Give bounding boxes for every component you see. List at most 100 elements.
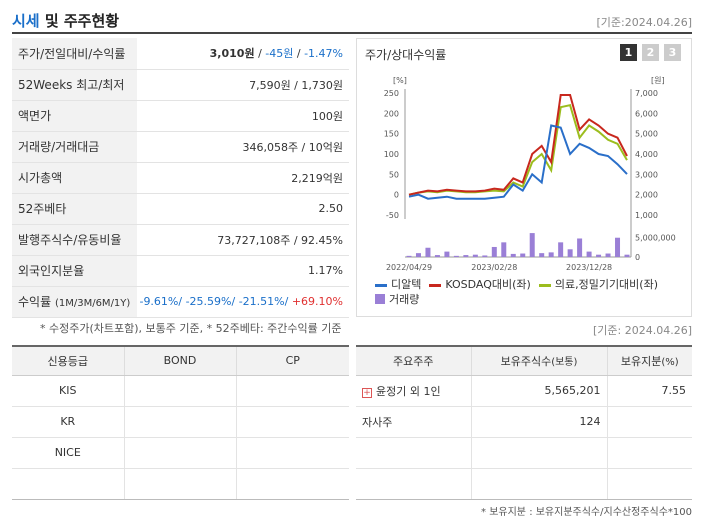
quote-row-52w: 52Weeks 최고/최저 7,590원 / 1,730원 <box>12 69 349 101</box>
volume-bar <box>586 251 592 257</box>
chart-panel: 주가/상대수익률 1 2 3 [%] [원] 250 200 150 100 50 0 -50 7… <box>356 38 692 317</box>
volume-bar <box>624 254 630 257</box>
left-tick-label: 50 <box>389 170 399 179</box>
volume-bar <box>529 233 535 257</box>
volume-bar <box>463 255 469 257</box>
return-3m: -25.59%/ <box>182 295 236 308</box>
chart-page-2-button[interactable]: 2 <box>642 44 659 61</box>
credit-rating-table: 신용등급 BOND CP KIS KR NICE <box>12 345 349 500</box>
table-row <box>12 468 349 500</box>
legend-item: 의료,정밀기기대비(좌) <box>538 277 658 292</box>
section-title: 시세 및 주주현황 <box>12 12 120 30</box>
legend-swatch <box>538 283 551 287</box>
left-tick-label: 200 <box>384 109 399 118</box>
volume-bar <box>510 253 516 257</box>
return-6m: -21.51%/ <box>235 295 289 308</box>
chart-pager: 1 2 3 <box>620 44 681 61</box>
quote-value: 2,219억원 <box>137 162 349 194</box>
quote-row-shares: 발행주식수/유동비율 73,727,108주 / 92.45% <box>12 224 349 256</box>
quote-label: 액면가 <box>12 100 137 132</box>
quote-label: 52주베타 <box>12 193 137 225</box>
right-tick-label: 6,000 <box>635 109 658 118</box>
col-header: CP <box>235 345 349 376</box>
volume-bar <box>453 255 459 257</box>
quote-label: 외국인지분율 <box>12 255 137 287</box>
right-tick-label: 7,000 <box>635 89 658 98</box>
quote-label: 시가총액 <box>12 162 137 194</box>
volume-bar <box>567 249 573 257</box>
volume-bar <box>539 253 545 257</box>
volume-bar <box>491 246 497 257</box>
legend-swatch <box>375 283 387 287</box>
quote-row-beta: 52주베타 2.50 <box>12 193 349 225</box>
left-tick-label: 100 <box>384 150 399 159</box>
holder-name: 자사주 <box>356 406 471 438</box>
chart-title: 주가/상대수익률 <box>365 48 447 62</box>
price-change: -45원 <box>265 47 294 61</box>
left-tick-label: -50 <box>386 211 399 220</box>
current-price: 3,010원 <box>209 47 255 61</box>
volume-bar <box>434 255 440 257</box>
volume-tick-label: 5,000,000 <box>635 234 676 243</box>
quote-value: 346,058주 / 10억원 <box>137 131 349 163</box>
chart-legend: 디알텍 KOSDAQ대비(좌) 의료,정밀기기대비(좌) 거래량 <box>375 277 685 307</box>
shareholder-footnote: * 보유지분 : 보유지분주식수/지수산정주식수*100 <box>481 507 692 518</box>
table-row: KR <box>12 406 349 438</box>
volume-bar <box>406 255 412 257</box>
right-tick-label: 4,000 <box>635 150 658 159</box>
x-tick-label: 2023/02/28 <box>471 263 517 272</box>
col-header: 보유주식수(보통) <box>470 345 607 376</box>
holder-name[interactable]: 윤정기 외 1인 <box>376 384 441 398</box>
chart-page-3-button[interactable]: 3 <box>664 44 681 61</box>
volume-tick-label: 0 <box>635 253 640 262</box>
expand-icon[interactable]: + <box>362 387 372 398</box>
legend-item: 디알텍 <box>375 277 421 292</box>
volume-bar <box>472 254 478 257</box>
price-chart: [%] [원] 250 200 150 100 50 0 -50 7,000 6,000 5,000 4… <box>384 76 676 272</box>
major-shareholders-table: 주요주주 보유주식수(보통) 보유지분(%) + 윤정기 외 1인 5,565,2… <box>356 345 692 500</box>
left-tick-label: 0 <box>394 191 399 200</box>
volume-bar <box>520 253 526 257</box>
chart-base-date: [기준: 2024.04.26] <box>592 324 692 337</box>
quote-value: 1.17% <box>137 255 349 287</box>
legend-item: 거래량 <box>375 292 419 307</box>
right-tick-label: 2,000 <box>635 191 658 200</box>
quote-value: 2.50 <box>137 193 349 225</box>
base-date: [기준:2024.04.26] <box>596 16 692 29</box>
volume-bar <box>605 253 611 257</box>
table-row: 자사주 124 <box>356 406 692 438</box>
volume-bar <box>415 253 421 257</box>
x-tick-label: 2022/04/29 <box>386 263 432 272</box>
quote-label: 주가/전일대비/수익률 <box>12 38 137 70</box>
volume-bar <box>501 242 507 257</box>
return-1y: +69.10% <box>288 295 343 308</box>
table-row: KIS <box>12 375 349 407</box>
volume-bar <box>577 238 583 257</box>
quote-footnote: * 수정주가(차트포함), 보통주 기준, * 52주베타: 주간수익률 기준 <box>40 322 342 335</box>
chart-page-1-button[interactable]: 1 <box>620 44 637 61</box>
quote-value: 100원 <box>137 100 349 132</box>
quote-label: 52Weeks 최고/최저 <box>12 69 137 101</box>
volume-bar <box>444 251 450 257</box>
left-tick-label: 250 <box>384 89 399 98</box>
x-tick-label: 2023/12/28 <box>566 263 612 272</box>
quote-row-price: 주가/전일대비/수익률 3,010원 / -45원 / -1.47% <box>12 38 349 70</box>
left-axis-unit: [%] <box>393 76 407 85</box>
table-row <box>356 468 692 500</box>
table-row: + 윤정기 외 1인 5,565,201 7.55 <box>356 375 692 407</box>
quote-value: 7,590원 / 1,730원 <box>137 69 349 101</box>
quote-row-par: 액면가 100원 <box>12 100 349 132</box>
volume-bar <box>548 252 554 257</box>
quote-label: 거래량/거래대금 <box>12 131 137 163</box>
right-tick-label: 3,000 <box>635 170 658 179</box>
volume-bar <box>558 242 564 257</box>
quote-row-volume: 거래량/거래대금 346,058주 / 10억원 <box>12 131 349 163</box>
right-tick-label: 5,000 <box>635 130 658 139</box>
right-axis-unit: [원] <box>651 76 665 85</box>
quote-label: 수익률 <box>18 295 52 309</box>
right-tick-label: 1,000 <box>635 211 658 220</box>
stock-price-line <box>408 124 628 200</box>
quote-table: 주가/전일대비/수익률 3,010원 / -45원 / -1.47% 52Wee… <box>12 38 349 318</box>
quote-row-foreign: 외국인지분율 1.17% <box>12 255 349 287</box>
quote-row-marketcap: 시가총액 2,219억원 <box>12 162 349 194</box>
